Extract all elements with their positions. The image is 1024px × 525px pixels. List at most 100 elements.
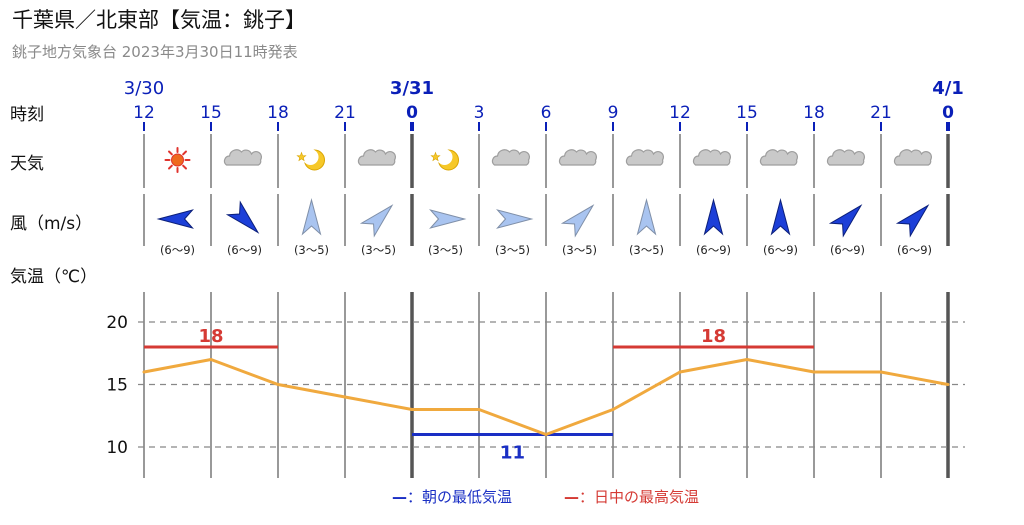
sun-ray [182, 164, 187, 170]
wind-arrow-shape [828, 204, 863, 238]
temperature-point [946, 383, 950, 386]
temperature-point [477, 408, 481, 411]
max-temp-label: 18 [198, 326, 223, 347]
hour-label: 12 [133, 103, 155, 123]
wind-arrow-icon [636, 198, 657, 236]
wind-range-label: (6〜9) [696, 243, 731, 257]
temperature-point [812, 370, 816, 374]
moon-cutout [436, 149, 453, 165]
wind-range-label: (6〜9) [160, 243, 195, 257]
wind-range-label: (6〜9) [897, 243, 932, 257]
date-label: 4/1 [932, 78, 964, 99]
star-shape [296, 151, 307, 162]
hour-label: 15 [200, 103, 222, 123]
wind-arrow-shape [301, 198, 322, 236]
legend-min-symbol: — [392, 488, 407, 506]
wind-arrow-shape [770, 198, 791, 236]
sun-ray [182, 150, 187, 156]
date-label: 3/30 [124, 78, 164, 99]
cloud-shape [625, 149, 664, 166]
row-label-temp: 気温（℃） [10, 267, 97, 287]
wind-range-label: (6〜9) [763, 243, 798, 257]
temperature-point [343, 395, 347, 399]
moon-icon [430, 149, 459, 171]
cloud-shape [357, 149, 396, 166]
moon-icon [296, 149, 325, 171]
cloud-icon [357, 149, 396, 166]
page-subtitle: 銚子地方気象台 2023年3月30日11時発表 [12, 43, 298, 61]
temperature-point [879, 370, 883, 374]
wind-arrow-icon [301, 198, 322, 236]
legend-max-text: ：日中の最高気温 [579, 488, 699, 506]
wind-arrow-shape [156, 209, 194, 229]
wind-range-label: (3〜5) [562, 243, 597, 257]
temperature-point [745, 358, 749, 361]
hour-label: 0 [942, 103, 954, 123]
cloud-shape [826, 149, 865, 166]
temperature-point [410, 408, 414, 411]
sun-icon [164, 147, 191, 173]
cloud-shape [893, 149, 932, 166]
date-label: 3/31 [390, 78, 434, 99]
temperature-point [611, 408, 615, 411]
temperature-point [544, 433, 548, 436]
wind-range-label: (3〜5) [629, 243, 664, 257]
wind-range-label: (3〜5) [428, 243, 463, 257]
max-temp-label: 18 [701, 326, 726, 347]
cloud-icon [826, 149, 865, 166]
wind-arrow-shape [225, 200, 260, 234]
wind-arrow-icon [496, 209, 534, 229]
temperature-point [209, 358, 213, 361]
wind-arrow-icon [225, 200, 260, 234]
wind-arrow-shape [359, 204, 394, 238]
wind-range-label: (6〜9) [227, 243, 262, 257]
cloud-shape [558, 149, 597, 166]
wind-arrow-icon [156, 209, 194, 229]
hour-label: 21 [870, 103, 892, 123]
sun-ray [168, 164, 173, 170]
hour-label: 6 [541, 103, 552, 123]
wind-range-label: (3〜5) [495, 243, 530, 257]
cloud-shape [692, 149, 731, 166]
sun-ray [168, 150, 173, 156]
cloud-icon [491, 149, 530, 166]
wind-arrow-shape [496, 209, 534, 229]
temperature-point [276, 383, 280, 386]
wind-arrow-icon [703, 198, 724, 236]
wind-arrow-shape [560, 204, 595, 238]
cloud-shape [223, 149, 262, 166]
row-label-weather: 天気 [10, 154, 44, 174]
y-tick-label: 15 [106, 376, 128, 396]
temperature-point [678, 370, 682, 374]
hour-label: 21 [334, 103, 356, 123]
wind-arrow-icon [895, 204, 930, 238]
wind-arrow-shape [895, 204, 930, 238]
wind-range-label: (3〜5) [361, 243, 396, 257]
hour-label: 9 [608, 103, 619, 123]
wind-range-label: (6〜9) [830, 243, 865, 257]
wind-arrow-icon [828, 204, 863, 238]
hour-label: 18 [803, 103, 825, 123]
row-label-wind: 風（m/s） [10, 214, 92, 234]
wind-range-label: (3〜5) [294, 243, 329, 257]
hour-label: 3 [474, 103, 485, 123]
legend-min-text: ：朝の最低気温 [407, 488, 512, 506]
y-tick-label: 20 [106, 313, 128, 333]
page-title: 千葉県／北東部【気温：銚子】 [12, 8, 306, 32]
sun-disc [171, 153, 184, 167]
wind-arrow-icon [429, 209, 467, 229]
cloud-icon [223, 149, 262, 166]
hour-label: 0 [406, 103, 418, 123]
temperature-point [142, 370, 146, 374]
cloud-icon [625, 149, 664, 166]
wind-arrow-icon [359, 204, 394, 238]
y-tick-label: 10 [106, 438, 128, 458]
cloud-shape [759, 149, 798, 166]
cloud-icon [558, 149, 597, 166]
hour-label: 18 [267, 103, 289, 123]
row-label-time: 時刻 [10, 105, 44, 125]
wind-arrow-shape [703, 198, 724, 236]
wind-arrow-shape [636, 198, 657, 236]
